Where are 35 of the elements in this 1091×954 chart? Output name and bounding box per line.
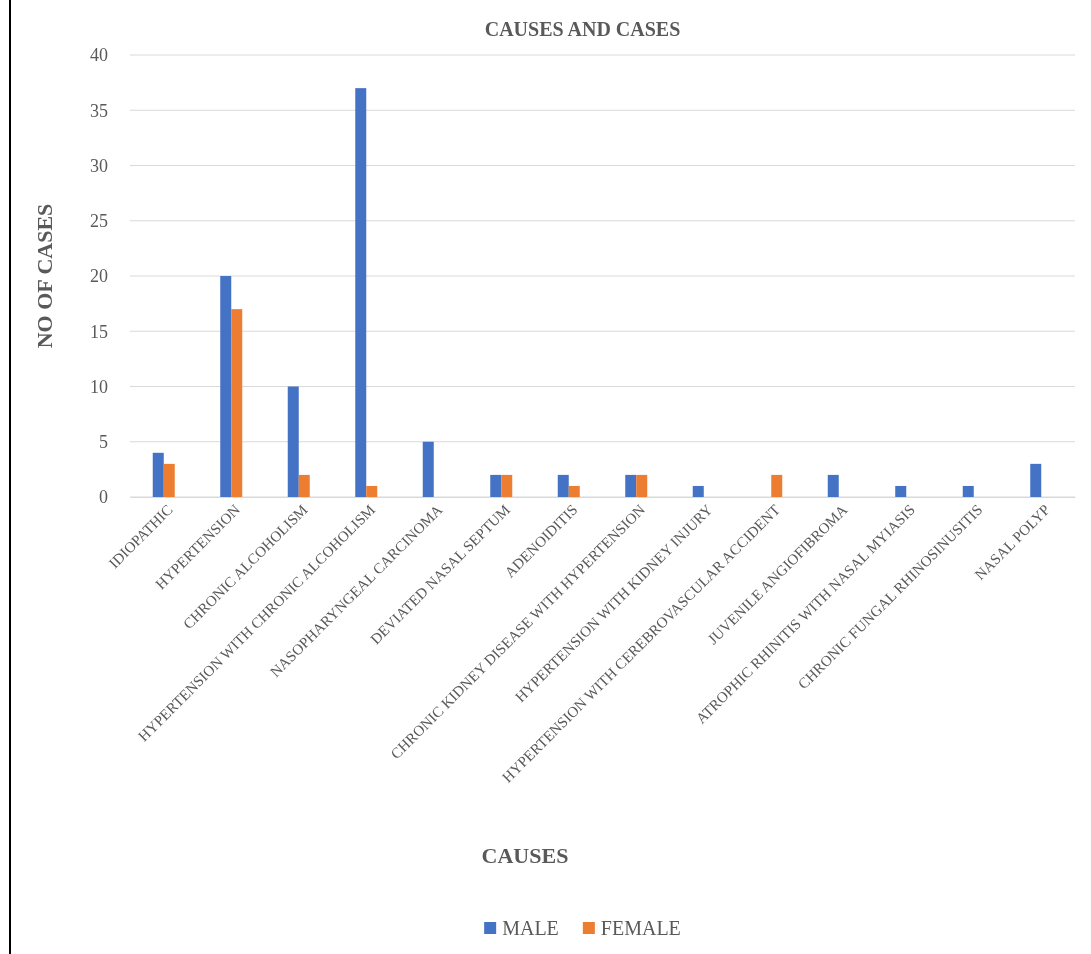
chart-title: CAUSES AND CASES xyxy=(484,18,681,40)
bar xyxy=(490,474,502,497)
bar xyxy=(557,474,569,497)
bar xyxy=(152,452,164,497)
bar xyxy=(501,474,513,497)
y-tick-label: 0 xyxy=(99,487,108,508)
y-tick-label: 40 xyxy=(90,45,108,66)
legend-label: MALE xyxy=(502,917,559,939)
bar xyxy=(636,474,648,497)
y-tick-label: 5 xyxy=(99,432,108,453)
y-tick-label: 15 xyxy=(90,321,108,342)
bar xyxy=(298,474,310,497)
y-axis-title: NO OF CASES xyxy=(32,203,57,349)
bar xyxy=(827,474,839,497)
bar xyxy=(231,309,243,497)
bar xyxy=(287,386,299,497)
bar xyxy=(422,441,434,497)
bar xyxy=(163,463,175,497)
bar xyxy=(568,485,580,497)
bar xyxy=(962,485,974,497)
y-tick-label: 20 xyxy=(90,266,108,287)
bar xyxy=(1030,463,1042,497)
y-tick-label: 10 xyxy=(90,376,108,397)
bar xyxy=(692,485,704,497)
y-tick-label: 30 xyxy=(90,155,108,176)
legend-label: FEMALE xyxy=(600,917,681,939)
bar xyxy=(220,276,232,497)
bar xyxy=(625,474,637,497)
bar xyxy=(366,485,378,497)
bar xyxy=(895,485,907,497)
x-axis-title: CAUSES xyxy=(481,843,569,868)
bar xyxy=(355,88,367,497)
bar xyxy=(771,474,783,497)
y-tick-label: 25 xyxy=(90,211,108,232)
y-tick-label: 35 xyxy=(90,100,108,121)
